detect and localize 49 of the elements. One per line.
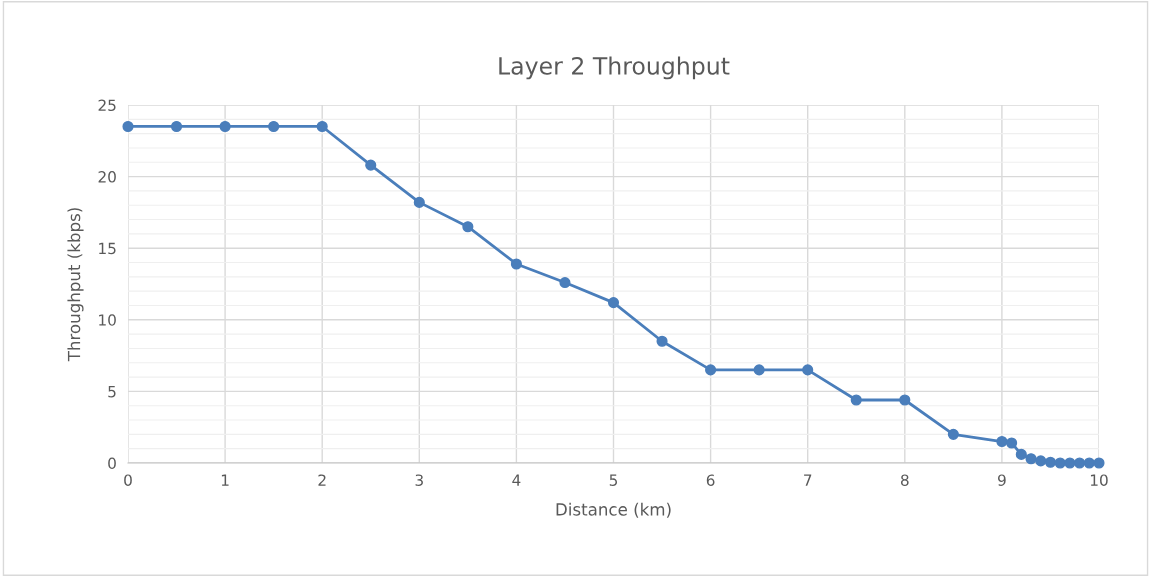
- point: [1093, 457, 1105, 469]
- point: [753, 364, 765, 376]
- x-tick-label: 6: [706, 474, 715, 486]
- point: [170, 120, 183, 133]
- x-tick-label: 1: [221, 474, 229, 486]
- y-tick-label: 25: [98, 99, 116, 112]
- point: [1074, 457, 1086, 469]
- x-tick-label: 5: [609, 474, 618, 486]
- y-tick-label: 20: [98, 171, 116, 183]
- point: [656, 335, 668, 347]
- point: [996, 435, 1008, 448]
- point: [607, 297, 620, 309]
- x-tick-label: 7: [804, 474, 812, 486]
- point: [462, 221, 474, 233]
- y-tick-label: 10: [99, 314, 116, 326]
- point: [899, 394, 911, 406]
- y-tick-label: 5: [108, 386, 116, 398]
- point: [365, 159, 377, 171]
- point: [510, 258, 522, 270]
- x-tick-label: 8: [900, 474, 909, 486]
- point: [559, 277, 571, 289]
- point: [1064, 457, 1076, 469]
- point: [268, 120, 280, 133]
- x-tick-label: 2: [318, 474, 326, 486]
- y-axis-title: Throughput (kbps): [67, 208, 84, 362]
- chart-title: Layer 2 Throughput: [499, 56, 730, 80]
- point: [1044, 456, 1057, 468]
- point: [413, 196, 425, 208]
- x-axis-title: Distance (km): [556, 502, 671, 518]
- point: [802, 364, 814, 376]
- y-tick-label: 15: [99, 242, 116, 255]
- x-tick-label: 9: [998, 474, 1006, 486]
- point: [316, 120, 328, 133]
- point: [1083, 457, 1095, 469]
- point: [705, 364, 717, 376]
- point: [1054, 457, 1066, 469]
- point: [947, 428, 959, 440]
- x-tick-label: 3: [415, 474, 423, 486]
- x-tick-label: 0: [124, 474, 132, 486]
- x-tick-label: 10: [1090, 474, 1108, 486]
- point: [850, 394, 862, 406]
- point: [1015, 448, 1027, 460]
- point: [219, 120, 231, 133]
- x-tick-label: 4: [512, 474, 521, 486]
- point: [1025, 453, 1037, 465]
- point: [1006, 437, 1018, 449]
- point: [122, 120, 134, 133]
- y-tick-label: 0: [108, 457, 116, 470]
- point: [1035, 455, 1047, 467]
